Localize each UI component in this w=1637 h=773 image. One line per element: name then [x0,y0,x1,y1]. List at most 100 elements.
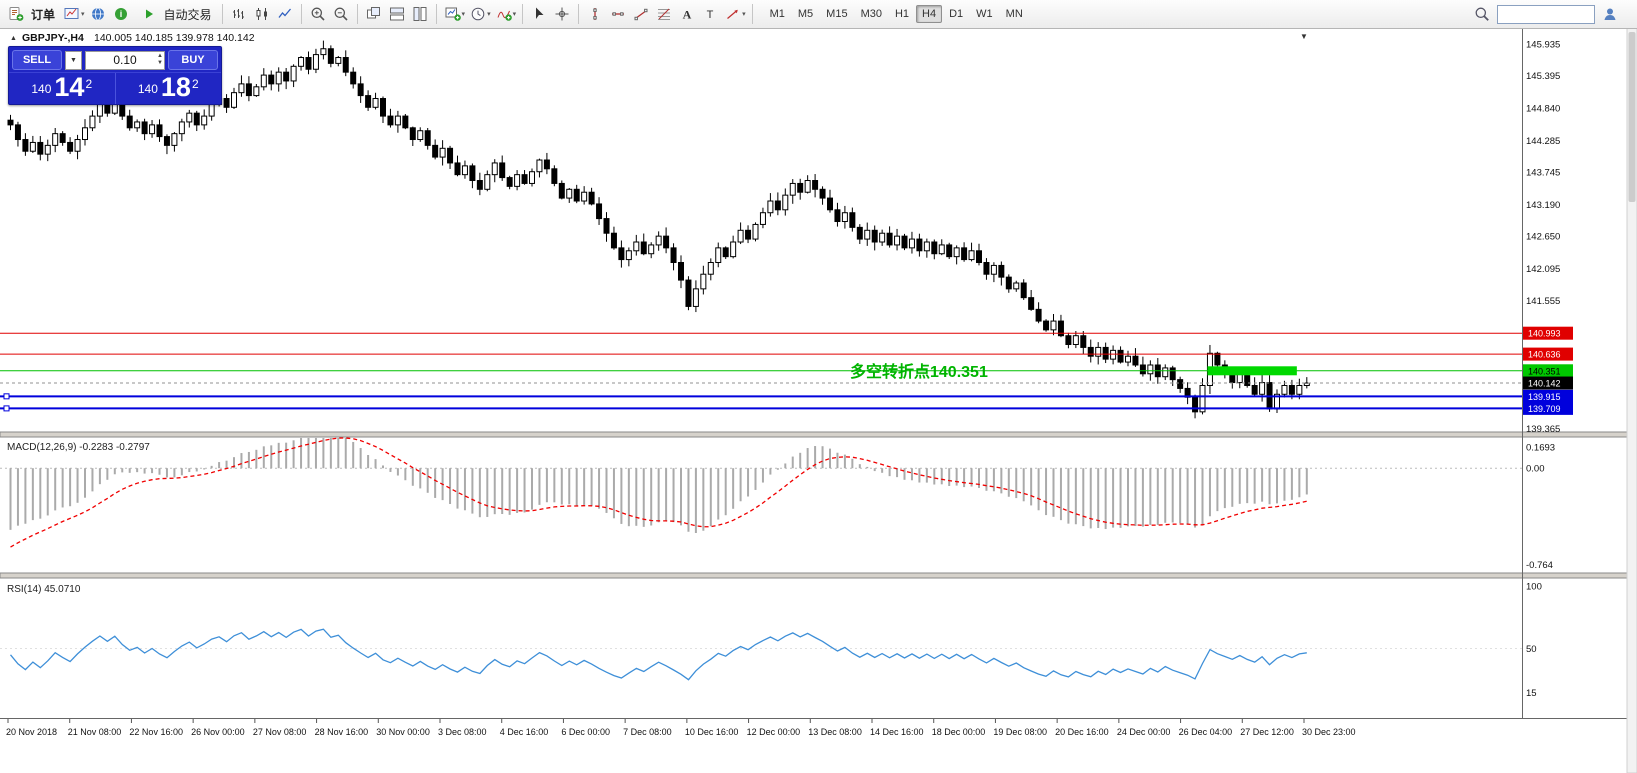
timeframe-m30-button[interactable]: M30 [855,5,888,23]
svg-text:145.935: 145.935 [1526,39,1560,50]
toolbar-separator [300,4,302,24]
pivot-highlight-box[interactable] [1207,366,1297,376]
candlesticks [7,40,1310,419]
svg-text:24 Dec 00:00: 24 Dec 00:00 [1117,727,1171,737]
price-axis[interactable]: 145.935 145.395 144.840 144.285 143.745 143.1… [1523,39,1573,435]
chevron-down-icon[interactable]: ▾ [81,11,85,18]
crosshair-icon[interactable] [551,3,573,25]
chart-symbol-title: GBPJPY-,H4 [22,32,84,44]
svg-text:143.190: 143.190 [1526,200,1560,211]
charts-icon[interactable] [61,3,83,25]
horizontal-line-icon[interactable] [607,3,629,25]
svg-text:26 Nov 00:00: 26 Nov 00:00 [191,727,245,737]
timeframe-m15-button[interactable]: M15 [820,5,853,23]
svg-text:140.351: 140.351 [1528,366,1561,376]
one-click-trading-panel: SELL ▼ 0.10 ▲ ▼ BUY 140 14 2 140 18 2 [8,46,222,105]
macd-panel: 0.1693 0.00 -0.764 [0,437,1555,571]
svg-text:▼: ▼ [1300,32,1308,41]
timeframe-m5-button[interactable]: M5 [792,5,819,23]
svg-text:28 Nov 16:00: 28 Nov 16:00 [315,727,369,737]
main-toolbar: 订单 ▾ i 自动交易 ▾ ▾ ▾ A [0,0,1637,29]
zoom-out-icon[interactable] [330,3,352,25]
tile-horizontal-icon[interactable] [386,3,408,25]
svg-text:T: T [707,9,714,21]
svg-text:144.840: 144.840 [1526,103,1560,114]
svg-text:20 Nov 2018: 20 Nov 2018 [6,727,57,737]
svg-text:140.636: 140.636 [1528,350,1561,360]
new-order-button[interactable]: 订单 [0,2,60,26]
timeframe-mn-button[interactable]: MN [1000,5,1029,23]
profiles-icon[interactable] [87,3,109,25]
chevron-down-icon[interactable]: ▾ [742,11,746,18]
lot-increase-button[interactable]: ▲ [157,52,163,59]
lot-decrease-button[interactable]: ▼ [157,59,163,66]
candlestick-chart-icon[interactable] [251,3,273,25]
new-chart-icon[interactable] [442,3,464,25]
zoom-in-icon[interactable] [307,3,329,25]
lot-stepper: ▲ ▼ [157,53,163,67]
vertical-line-icon[interactable] [584,3,606,25]
chevron-down-icon[interactable]: ▾ [512,11,517,18]
cursor-icon[interactable] [528,3,550,25]
buy-price-big: 18 [160,72,191,102]
timeframe-d1-button[interactable]: D1 [943,5,969,23]
tile-vertical-icon[interactable] [409,3,431,25]
pivot-annotation[interactable]: 多空转折点140.351 [850,362,988,381]
vertical-scrollbar[interactable] [1626,27,1637,773]
period-icon[interactable] [467,3,489,25]
bars-chart-icon[interactable] [228,3,250,25]
chevron-down-icon[interactable]: ▾ [487,11,491,18]
fibonacci-icon[interactable] [653,3,675,25]
svg-text:30 Nov 00:00: 30 Nov 00:00 [376,727,430,737]
lot-size-input[interactable]: 0.10 ▲ ▼ [85,50,165,70]
lot-size-value: 0.10 [113,53,137,67]
buy-button[interactable]: BUY [168,50,218,70]
sell-price[interactable]: 140 14 2 [9,73,115,104]
order-type-dropdown[interactable]: ▼ [65,50,82,70]
macd-label: MACD(12,26,9) -0.2283 -0.2797 [7,442,150,453]
svg-text:21 Nov 08:00: 21 Nov 08:00 [68,727,122,737]
search-icon[interactable] [1471,3,1493,25]
timeframe-w1-button[interactable]: W1 [970,5,999,23]
svg-text:142.650: 142.650 [1526,232,1560,243]
sell-button[interactable]: SELL [12,50,62,70]
line-chart-icon[interactable] [274,3,296,25]
toolbar-right-group [1471,3,1633,25]
svg-text:4 Dec 16:00: 4 Dec 16:00 [500,727,549,737]
svg-text:140.142: 140.142 [1528,379,1561,389]
svg-text:3 Dec 08:00: 3 Dec 08:00 [438,727,487,737]
chart-background: ▼ [0,28,1637,773]
new-order-label: 订单 [31,7,56,22]
svg-text:13 Dec 08:00: 13 Dec 08:00 [808,727,862,737]
svg-text:140.993: 140.993 [1528,329,1561,339]
svg-text:A: A [683,8,692,22]
cascade-windows-icon[interactable] [363,3,385,25]
search-input[interactable] [1497,4,1595,24]
shapes-icon[interactable] [722,3,744,25]
account-icon[interactable] [1599,3,1621,25]
timeframe-h1-button[interactable]: H1 [889,5,915,23]
svg-text:14 Dec 16:00: 14 Dec 16:00 [870,727,924,737]
collapse-triangle-icon[interactable]: ▲ [10,35,17,42]
svg-text:139.365: 139.365 [1526,424,1560,435]
play-icon [138,3,160,25]
toolbar-separator [221,4,223,24]
time-axis[interactable]: 20 Nov 2018 21 Nov 08:00 22 Nov 16:00 26 No… [6,719,1356,737]
timeframe-m1-button[interactable]: M1 [764,5,791,23]
sell-price-sup: 2 [85,77,93,91]
text-icon[interactable]: A [676,3,698,25]
chevron-down-icon[interactable]: ▾ [461,11,466,18]
trendline-icon[interactable] [630,3,652,25]
price-level-lines[interactable] [0,332,1522,412]
svg-text:0.1693: 0.1693 [1526,442,1555,453]
timeframe-h4-button[interactable]: H4 [916,5,943,23]
svg-text:30 Dec 23:00: 30 Dec 23:00 [1302,727,1356,737]
trade-panel-prices: 140 14 2 140 18 2 [9,72,221,104]
indicators-icon[interactable] [493,3,515,25]
help-icon[interactable]: i [110,3,132,25]
autotrading-button[interactable]: 自动交易 [133,2,217,26]
chevron-down-icon: ▼ [70,56,77,64]
buy-price[interactable]: 140 18 2 [116,73,222,104]
label-icon[interactable]: T [699,3,721,25]
svg-text:50: 50 [1526,644,1537,655]
